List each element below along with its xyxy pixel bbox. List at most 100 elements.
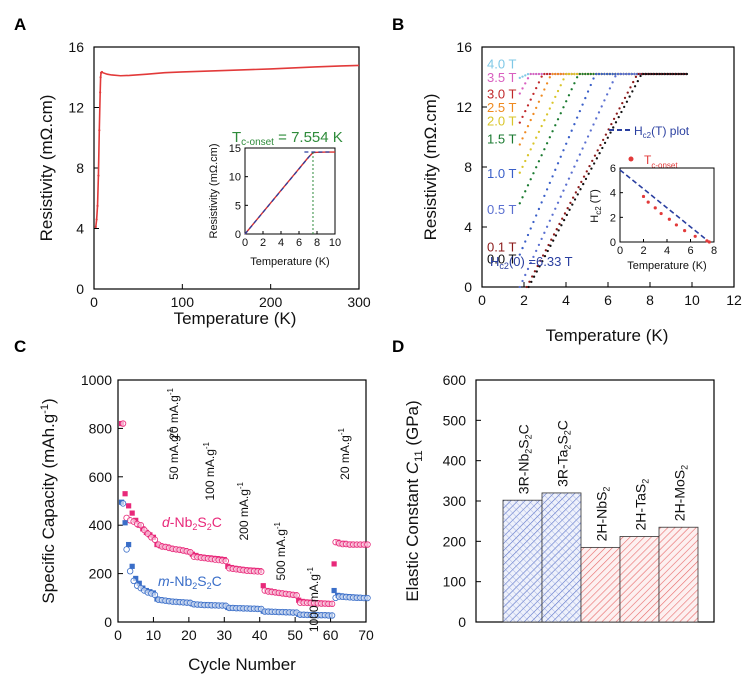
panel-b-data-point: [540, 75, 543, 78]
panel-b-data-point: [571, 196, 575, 199]
panel-b-x-ticks: 0 2 4 6 8 10 12: [478, 282, 742, 308]
panel-b-data-point: [669, 72, 672, 76]
panel-b-field-label: 3.5 T: [487, 70, 516, 85]
panel-b-data-point: [592, 72, 595, 76]
panel-c-rate-label: 20 mA.g-1: [337, 427, 352, 479]
panel-c-x-axis-title: Cycle Number: [188, 655, 296, 674]
panel-b-data-point: [545, 72, 549, 76]
panel-b-data-point: [532, 220, 535, 224]
panel-a-tc-annotation: Tc-onset = 7.554 K: [232, 129, 343, 148]
panel-b-data-point: [527, 285, 530, 289]
panel-b-inset-point: [674, 223, 679, 227]
panel-b-data-point: [535, 72, 538, 76]
panel-b-data-point: [518, 171, 521, 174]
panel-b-data-point: [556, 118, 560, 121]
panel-b-data-point: [521, 87, 524, 90]
panel-c-series-label-m: m-Nb2S2C: [158, 573, 222, 591]
panel-b-data-point: [529, 118, 532, 122]
panel-b-data-point: [609, 131, 612, 134]
panel-b-data-point: [560, 224, 563, 227]
panel-b-data-point: [650, 72, 653, 76]
panel-b-data-point: [526, 104, 530, 107]
panel-b-field-label: 1.5 T: [487, 132, 516, 147]
panel-b-field-label: 0.5 T: [487, 202, 516, 217]
panel-b-data-point: [518, 285, 521, 289]
panel-b-data-point: [559, 195, 562, 198]
panel-b-data-point: [632, 80, 635, 84]
panel-b-inset-ticks: 0 2 4 6 8 0 2 4 6: [610, 163, 717, 257]
panel-b-data-point: [537, 243, 541, 247]
panel-c-m-discharge-point: [328, 612, 336, 619]
panel-b-inset-data: [619, 169, 711, 244]
panel-b-data-point: [567, 177, 571, 180]
panel-b-data-point: [537, 160, 541, 163]
panel-b-inset-frame: [619, 167, 715, 243]
panel-a-y-tick-label: 4: [76, 221, 84, 237]
panel-b-data-point: [565, 142, 568, 145]
panel-b-data-point: [629, 86, 632, 89]
panel-b-data-point: [622, 72, 625, 76]
panel-b-data-point: [584, 96, 587, 100]
panel-c-x-tick-label: 10: [146, 627, 162, 643]
panel-b-data-point: [655, 72, 659, 76]
panel-b-data-point: [630, 72, 633, 76]
panel-b-inset: 0 2 4 6 8 0 2 4 6 Temperature (K) Hc2 (T): [589, 163, 717, 272]
panel-b-data-point: [548, 76, 551, 79]
panel-b-data-point: [548, 136, 551, 139]
panel-d-y-ticks: 0 100 200 300 400 500 600: [443, 372, 481, 630]
panel-b-data-point: [528, 280, 531, 283]
panel-a-inset-y-tick-label: 10: [229, 172, 241, 184]
panel-b-data-point: [567, 94, 571, 97]
panel-b-inset-point: [641, 194, 646, 199]
panel-c-d-charge-point: [260, 583, 266, 589]
panel-b-data-point: [620, 110, 623, 114]
panel-b-field-label: 3.0 T: [487, 87, 516, 102]
panel-b-data-point: [642, 72, 645, 76]
panel-letter-c: C: [14, 337, 26, 356]
panel-b-data-point: [623, 105, 626, 109]
panel-b-data-point: [653, 72, 656, 76]
panel-b-data-point: [565, 213, 568, 217]
panel-c-rate-label: 100 mA.g-1: [202, 441, 217, 500]
panel-b-y-tick-label: 0: [464, 279, 472, 295]
panel-b-data-point: [603, 72, 606, 76]
panel-c-d-charge-point: [126, 503, 132, 509]
panel-b-x-tick-label: 6: [604, 292, 612, 308]
panel-b-data-point: [591, 159, 594, 163]
panel-b-data-point: [556, 72, 560, 76]
panel-a-x-tick-label: 200: [259, 294, 283, 310]
panel-c-d-discharge-point: [119, 420, 127, 427]
panel-b-data-point: [615, 112, 618, 115]
panel-d-category-label: 2H-TaS2: [633, 479, 651, 531]
panel-b-data-point: [562, 218, 566, 222]
panel-b-data-point: [552, 233, 556, 236]
panel-a-data-point: [96, 204, 99, 207]
panel-b-data-point: [535, 270, 538, 273]
panel-b-data-point: [548, 181, 551, 185]
panel-b-data-point: [537, 100, 541, 103]
panel-b-data-point: [592, 162, 596, 165]
panel-b-data-point: [540, 72, 543, 76]
panel-b-data-point: [592, 77, 595, 80]
panel-c-y-tick-label: 1000: [81, 372, 112, 388]
panel-b-data-point: [554, 234, 558, 237]
panel-b-data-point: [521, 165, 524, 169]
panel-b-data-point: [543, 254, 547, 258]
panel-b-data-point: [531, 275, 534, 278]
panel-b-data-point: [606, 93, 609, 96]
panel-b-data-point: [574, 191, 578, 194]
panel-b-data-point: [627, 72, 631, 76]
panel-b-x-tick-label: 10: [684, 292, 700, 308]
panel-b-data-point: [524, 159, 527, 163]
panel-b-data-point: [610, 122, 613, 126]
panel-b-data-point: [554, 95, 557, 99]
panel-b-data-point: [554, 168, 557, 171]
panel-b-inset-point: [693, 234, 697, 238]
panel-b-data-point: [576, 193, 579, 196]
panel-b-field-label: 0.1 T: [487, 240, 516, 255]
panel-b-inset-x-tick-label: 8: [711, 245, 717, 257]
panel-b-data-point: [535, 214, 538, 217]
panel-d-y-tick-label: 600: [443, 372, 467, 388]
panel-c-m-discharge-point: [119, 500, 127, 507]
panel-b-data-point: [581, 147, 584, 150]
